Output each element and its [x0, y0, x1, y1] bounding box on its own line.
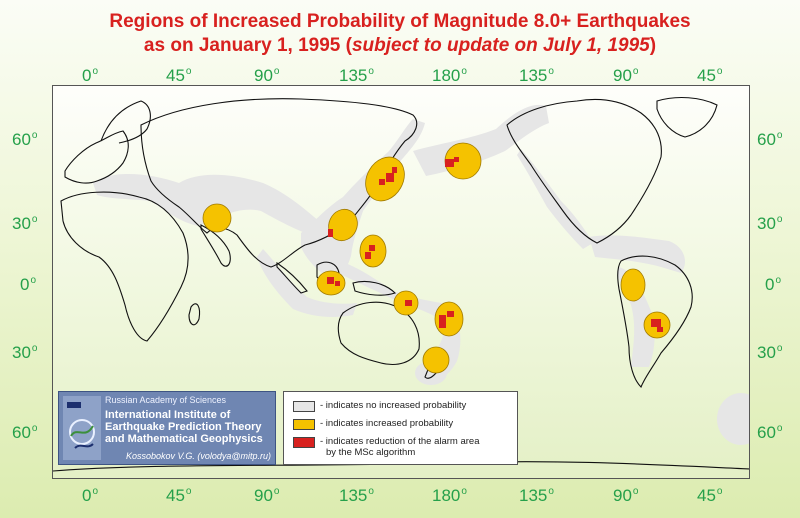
legend-swatch-gray	[293, 401, 315, 412]
legend-swatch-red	[293, 437, 315, 448]
legend: - indicates no increased probability - i…	[283, 391, 518, 465]
coast-africa	[60, 191, 189, 342]
legend-swatch-yellow	[293, 419, 315, 430]
title-suffix: )	[649, 35, 657, 56]
red-zone-chile-1	[651, 319, 661, 327]
bottom-lon-tick-135: 135o	[339, 486, 374, 505]
institute-name-line2: Earthquake Prediction Theory	[105, 421, 262, 433]
yellow-zone-ecuador	[620, 268, 646, 302]
left-lat-tick-30n: 30o	[12, 214, 38, 233]
red-zone-sulawesi-2	[335, 281, 340, 286]
coast-europe	[64, 130, 129, 184]
top-lon-tick-0: 0o	[82, 66, 99, 85]
msc-reduced-zones	[327, 157, 663, 332]
coast-asia	[140, 98, 418, 268]
left-lat-tick-0: 0o	[20, 275, 37, 294]
coast-australia	[337, 301, 420, 366]
coast-sumatra	[276, 261, 308, 294]
red-zone-kuriles-1	[386, 173, 394, 182]
gray-zone-central-america	[589, 235, 685, 273]
red-zone-aleutians-2	[454, 157, 459, 162]
left-lat-tick-60n: 60o	[12, 130, 38, 149]
bottom-lon-tick-45w: 45o	[697, 486, 723, 505]
author-credit: Kossobokov V.G. (volodya@mitp.ru)	[125, 451, 271, 461]
map-canvas	[53, 96, 749, 472]
gray-zone-scotia-arc	[717, 393, 749, 445]
legend-label-reduced-line2: by the MSc algorithm	[326, 447, 416, 458]
coast-north-america	[506, 98, 662, 244]
yellow-zone-pakistan	[202, 203, 232, 233]
top-lon-tick-45w: 45o	[697, 66, 723, 85]
institute-name-line3: and Mathematical Geophysics	[105, 433, 263, 445]
bottom-lon-tick-0: 0o	[82, 486, 99, 505]
gray-zone-mediterranean-himalaya	[93, 173, 323, 239]
red-zone-philippines-2	[365, 252, 371, 259]
map-title-line2: as on January 1, 1995 (subject to update…	[0, 34, 800, 57]
left-lat-tick-60s: 60o	[12, 423, 38, 442]
coast-south-america	[617, 255, 693, 388]
red-zone-kuriles-3	[392, 167, 397, 173]
left-lat-tick-30s: 30o	[12, 343, 38, 362]
red-zone-aleutians-1	[445, 159, 454, 167]
legend-label-increased: - indicates increased probability	[320, 418, 454, 429]
coast-india	[200, 224, 231, 267]
red-zone-chile-2	[657, 327, 663, 332]
institute-logo-icon	[63, 396, 101, 460]
top-lon-tick-90w: 90o	[613, 66, 639, 85]
coast-new-guinea	[352, 280, 397, 296]
coast-scandinavia	[100, 100, 151, 144]
right-lat-tick-60n: 60o	[757, 130, 783, 149]
top-lon-tick-90: 90o	[254, 66, 280, 85]
right-lat-tick-30n: 30o	[757, 214, 783, 233]
legend-label-reduced: - indicates reduction of the alarm area	[320, 436, 480, 447]
institute-panel: Russian Academy of Sciences Internationa…	[58, 391, 276, 465]
bottom-lon-tick-180: 180o	[432, 486, 467, 505]
increased-probability-zones	[202, 142, 671, 374]
red-zone-kuriles-2	[379, 179, 385, 185]
red-zone-vanuatu-1	[439, 315, 446, 328]
coast-madagascar	[188, 303, 201, 326]
bottom-lon-tick-90w: 90o	[613, 486, 639, 505]
right-lat-tick-30s: 30o	[757, 343, 783, 362]
bottom-lon-tick-135w: 135o	[519, 486, 554, 505]
red-zone-philippines-1	[369, 245, 375, 251]
red-zone-solomon	[405, 300, 412, 306]
bottom-lon-tick-90: 90o	[254, 486, 280, 505]
right-lat-tick-60s: 60o	[757, 423, 783, 442]
academy-name: Russian Academy of Sciences	[105, 395, 227, 405]
map-title-line1: Regions of Increased Probability of Magn…	[109, 11, 691, 32]
top-lon-tick-135: 135o	[339, 66, 374, 85]
coast-greenland	[656, 96, 718, 138]
bottom-lon-tick-45: 45o	[166, 486, 192, 505]
title-update-note: subject to update on July 1, 1995	[351, 35, 650, 56]
red-zone-ryukyu	[328, 229, 333, 237]
legend-label-no-increase: - indicates no increased probability	[320, 400, 467, 411]
yellow-zone-kermadec	[422, 346, 450, 374]
title-prefix: as on January 1, 1995 (	[143, 35, 352, 56]
top-lon-tick-45: 45o	[166, 66, 192, 85]
top-lon-tick-180: 180o	[432, 66, 467, 85]
yellow-zone-ryukyu	[328, 208, 358, 242]
right-lat-tick-0: 0o	[765, 275, 782, 294]
red-zone-sulawesi-1	[327, 277, 334, 284]
gray-zone-sw-pacific	[333, 259, 461, 383]
institute-name-line1: International Institute of	[105, 409, 231, 421]
top-lon-tick-135w: 135o	[519, 66, 554, 85]
red-zone-vanuatu-2	[447, 311, 454, 317]
